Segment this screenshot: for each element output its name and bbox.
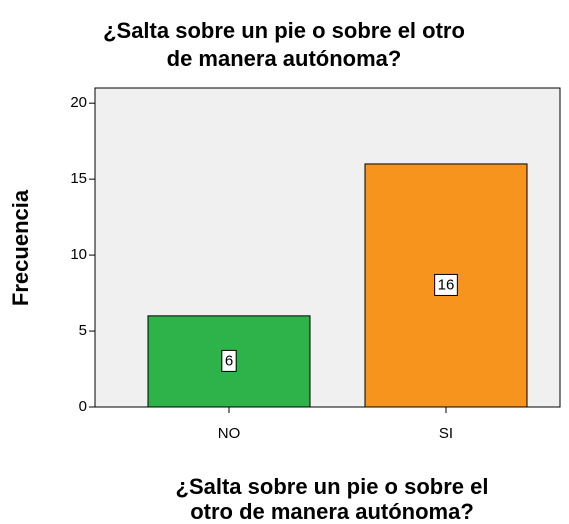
x-tick-label: NO: [218, 425, 241, 442]
y-tick-label: 0: [79, 398, 87, 415]
x-tick-label: SI: [439, 425, 453, 442]
data-label-box: [221, 349, 237, 372]
y-tick-label: 15: [70, 170, 87, 187]
chart-title: de manera autónoma?: [167, 46, 402, 71]
y-axis-label: Frecuencia: [8, 189, 33, 306]
data-label: 16: [438, 276, 455, 293]
y-tick-label: 20: [70, 94, 87, 111]
chart-title: ¿Salta sobre un pie o sobre el otro: [103, 18, 465, 43]
data-label-box: [434, 273, 458, 296]
x-axis-label: otro de manera autónoma?: [190, 499, 474, 524]
y-tick-label: 10: [70, 246, 87, 263]
y-tick-label: 5: [79, 322, 87, 339]
data-label: 6: [225, 352, 233, 369]
x-axis-label: ¿Salta sobre un pie o sobre el: [176, 474, 489, 499]
